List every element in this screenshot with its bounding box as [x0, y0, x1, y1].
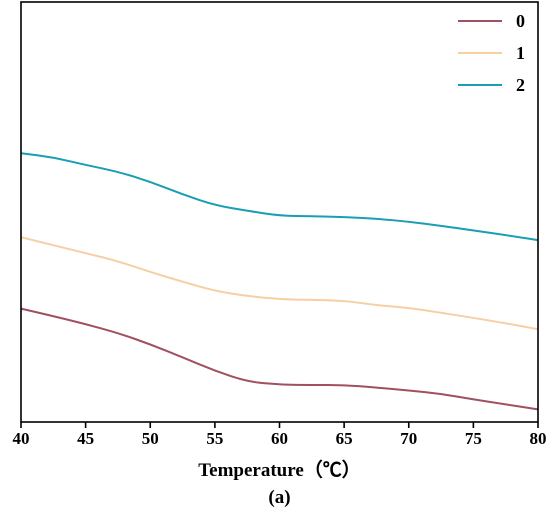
- x-tick-label: 50: [142, 429, 159, 448]
- x-tick-label: 60: [271, 429, 288, 448]
- x-axis-label: Temperature（℃）: [198, 458, 361, 481]
- x-tick-label: 40: [13, 429, 30, 448]
- legend-label-2: 2: [516, 75, 525, 95]
- plot-frame: [20, 1, 539, 423]
- legend: 0 1 2: [458, 11, 525, 95]
- x-tick-label: 80: [530, 429, 547, 448]
- plot-lines: [20, 152, 539, 411]
- series-line-0: [20, 307, 539, 411]
- x-tick-label: 70: [400, 429, 417, 448]
- x-tick-label: 65: [336, 429, 353, 448]
- series-line-2: [20, 152, 539, 242]
- x-tick-label: 75: [465, 429, 482, 448]
- x-tick-label: 55: [206, 429, 223, 448]
- x-tick-label: 45: [77, 429, 94, 448]
- series-line-1: [20, 236, 539, 331]
- legend-label-1: 1: [516, 43, 525, 63]
- panel-label: (a): [268, 487, 290, 508]
- legend-label-0: 0: [516, 11, 525, 31]
- x-axis-ticks: 40 45 50 55 60 65 70 75 80: [13, 422, 547, 448]
